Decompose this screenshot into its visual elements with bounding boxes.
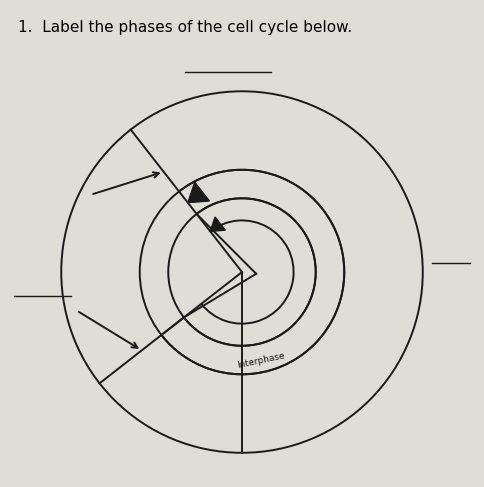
Polygon shape <box>210 217 226 231</box>
Text: 1.  Label the phases of the cell cycle below.: 1. Label the phases of the cell cycle be… <box>18 20 352 35</box>
Polygon shape <box>188 182 210 203</box>
Text: Interphase: Interphase <box>236 351 286 370</box>
